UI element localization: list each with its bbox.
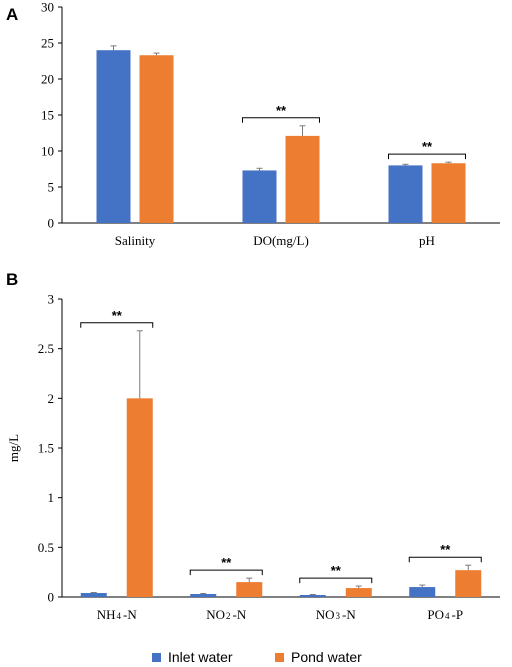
panel-letter-a: A: [6, 5, 18, 24]
legend-label-inlet: Inlet water: [168, 649, 233, 665]
legend-swatch-inlet: [152, 653, 161, 662]
y-tick-label: 0: [48, 216, 55, 231]
significance-label: **: [221, 555, 232, 570]
category-label-part: -N: [342, 607, 356, 622]
legend: Inlet water Pond water: [152, 649, 362, 665]
category-label: NH4 -N: [97, 607, 138, 622]
category-label-part: -N: [233, 607, 247, 622]
bar-pond: [139, 55, 174, 223]
significance-bracket: [388, 153, 466, 160]
panel-a-chart: 0 5 10 15 20 25 30 Salinity DO(mg/L) pH ** **: [41, 0, 500, 248]
category-label: PO4 -P: [427, 607, 463, 622]
category-label: DO(mg/L): [253, 233, 309, 248]
category-label: Salinity: [115, 233, 156, 248]
category-label: pH: [419, 233, 435, 248]
category-label-part: 4: [445, 611, 450, 621]
significance-bracket: [299, 577, 373, 584]
significance-label: **: [422, 139, 433, 154]
bar-pond: [345, 588, 372, 597]
significance-bracket: [408, 556, 482, 563]
bar-inlet: [190, 594, 217, 597]
category-label-part: 3: [336, 611, 341, 621]
category-label-part: NH: [97, 607, 116, 622]
category-label-part: NO: [206, 607, 225, 622]
bar-pond: [455, 570, 482, 597]
category-label-part: pH: [419, 233, 435, 248]
bar-inlet: [409, 587, 436, 597]
legend-label-pond: Pond water: [291, 649, 362, 665]
category-label: NO3 -N: [316, 607, 357, 622]
significance-label: **: [331, 563, 342, 578]
bar-pond: [126, 398, 153, 597]
y-tick-label: 3: [48, 292, 55, 307]
bar-inlet: [80, 593, 107, 597]
y-tick-label: 10: [41, 144, 54, 159]
y-tick-label: 1: [48, 490, 55, 505]
category-label-part: Salinity: [115, 233, 156, 248]
y-tick-label: 15: [41, 108, 54, 123]
bar-pond: [236, 582, 263, 597]
legend-swatch-pond: [275, 653, 284, 662]
significance-label: **: [440, 542, 451, 557]
category-label-part: PO: [427, 607, 444, 622]
y-tick-label: 20: [41, 72, 54, 87]
y-tick-label: 0: [48, 590, 55, 605]
bar-inlet: [96, 50, 131, 224]
y-tick-label: 0.5: [38, 540, 54, 555]
significance-bracket: [242, 117, 320, 123]
y-tick-label: 30: [41, 0, 54, 15]
significance-label: **: [112, 308, 123, 323]
panel-letter-b: B: [6, 270, 18, 289]
bar-pond: [431, 163, 466, 223]
bar-inlet: [242, 170, 277, 223]
y-tick-label: 5: [48, 180, 55, 195]
category-label-part: 2: [226, 611, 231, 621]
category-label-part: NO: [316, 607, 335, 622]
category-label: NO2 -N: [206, 607, 247, 622]
y-tick-label: 2: [48, 391, 55, 406]
bar-inlet: [388, 165, 423, 223]
y-tick-label: 1.5: [38, 441, 54, 456]
bar-pond: [285, 135, 320, 223]
category-label-part: -N: [123, 607, 137, 622]
category-label-part: DO(mg/L): [253, 233, 309, 248]
bar-inlet: [299, 595, 326, 597]
y-axis-label: mg/L: [6, 434, 21, 462]
category-label-part: -P: [452, 607, 464, 622]
y-tick-label: 25: [41, 36, 54, 51]
significance-label: **: [276, 103, 287, 118]
significance-bracket: [80, 322, 154, 328]
significance-bracket: [189, 569, 263, 576]
category-label-part: 4: [117, 611, 122, 621]
y-tick-label: 2.5: [38, 341, 54, 356]
